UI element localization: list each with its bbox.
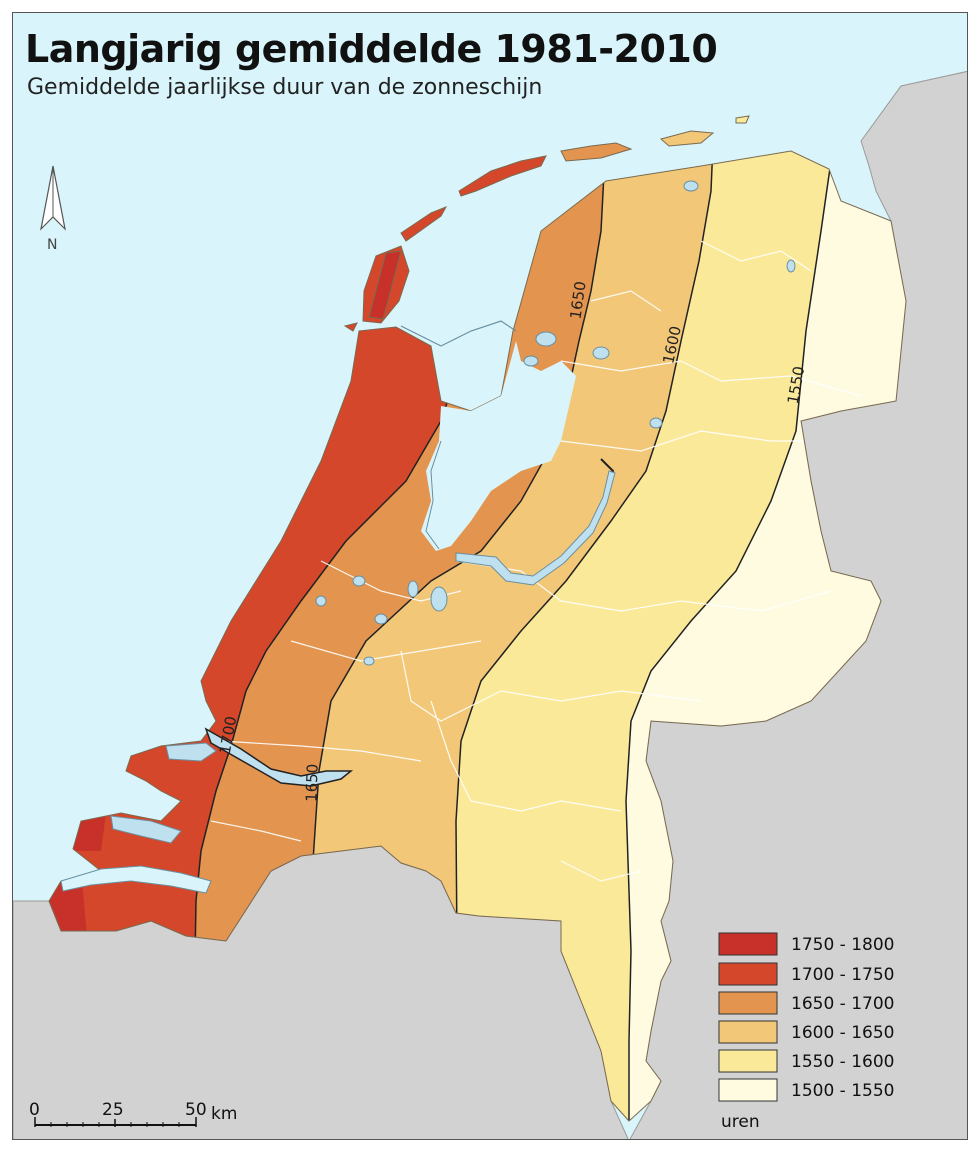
schiermonnikoog: [659, 130, 715, 147]
legend-swatch-1650-1700: [718, 991, 778, 1015]
lake-holland-1: [352, 575, 366, 587]
texel-north: [368, 250, 402, 320]
river-waal: [204, 727, 354, 787]
scale-tick-25: 25: [102, 1100, 124, 1120]
inland-waters: [60, 180, 796, 894]
lake-holland-2: [374, 613, 388, 625]
legend-swatch-1550-1600: [718, 1049, 778, 1073]
hollandsch-diep: [165, 742, 217, 762]
ijsselmeer: [421, 341, 576, 551]
lake-groningen: [683, 180, 699, 192]
westerschelde: [60, 865, 212, 894]
lake-friesland-2: [592, 346, 610, 360]
lake-holland-3: [315, 595, 327, 607]
isoline-1550: [625, 151, 842, 1121]
randmeren: [455, 470, 616, 586]
contour-label-1650-north: 1650: [566, 280, 589, 320]
north-arrow: N: [40, 165, 66, 253]
lake-drenthe: [786, 259, 796, 273]
legend-swatch-1700-1750: [718, 962, 778, 986]
noorderhaaks: [343, 322, 358, 332]
rottumeroog: [735, 115, 750, 124]
oosterschelde: [110, 815, 182, 844]
vlieland: [400, 206, 448, 242]
legend: 1750 - 1800 1700 - 1750 1650 - 1700 1600…: [718, 932, 894, 1132]
terschelling: [458, 155, 547, 197]
isoline-1600: [455, 151, 720, 1121]
map-frame: 1650 1600 1550 1700 1650 N 0 25 50 km 17…: [12, 12, 968, 1140]
afsluitdijk: [400, 320, 517, 347]
scale-unit: km: [211, 1104, 237, 1124]
scale-tick-50: 50: [185, 1100, 207, 1120]
map-subtitle: Gemiddelde jaarlijkse duur van de zonnes…: [27, 75, 543, 100]
ameland: [560, 142, 633, 162]
lake-holland-4: [363, 656, 375, 666]
map-title: Langjarig gemiddelde 1981-2010: [25, 27, 718, 71]
legend-swatch-1600-1650: [718, 1020, 778, 1044]
legend-label-1600-1650: 1600 - 1650: [791, 1023, 894, 1043]
legend-swatch-1500-1550: [718, 1078, 778, 1102]
north-label: N: [47, 237, 57, 253]
markermeer-shore: [425, 440, 442, 550]
legend-label-1550-1600: 1550 - 1600: [791, 1052, 894, 1072]
isoline-1650: [310, 151, 614, 1121]
legend-label-1650-1700: 1650 - 1700: [791, 994, 894, 1014]
legend-label-1700-1750: 1700 - 1750: [791, 965, 894, 985]
legend-label-1750-1800: 1750 - 1800: [791, 935, 894, 955]
lake-friesland-1: [535, 331, 557, 347]
lake-utrecht-1: [430, 586, 448, 612]
sunshine-map: 1650 1600 1550 1700 1650 N 0 25 50 km 17…: [13, 13, 967, 1139]
lake-friesland-4: [649, 417, 663, 429]
wadden-islands: [343, 115, 750, 332]
scale-tick-0: 0: [29, 1100, 40, 1120]
contour-label-1650-south: 1650: [302, 763, 321, 802]
scale-bar: 0 25 50 km: [29, 1100, 237, 1127]
province-borders: [210, 240, 862, 882]
legend-swatch-1750-1800: [718, 932, 778, 956]
legend-label-1500-1550: 1500 - 1550: [791, 1081, 894, 1101]
legend-unit: uren: [721, 1112, 760, 1132]
lake-utrecht-2: [407, 580, 419, 598]
lake-friesland-3: [523, 355, 539, 367]
